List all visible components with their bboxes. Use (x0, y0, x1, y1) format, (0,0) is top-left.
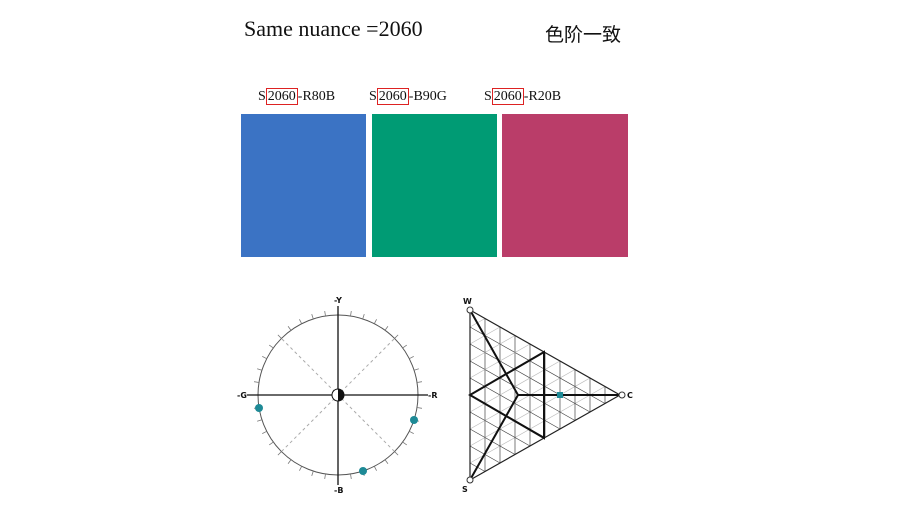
hue-tick (262, 356, 267, 360)
hue-tick (350, 310, 352, 317)
hue-tick (409, 356, 414, 360)
hue-tick (350, 473, 352, 480)
slide-title: Same nuance =2060 (244, 16, 423, 41)
grid-line (469, 360, 576, 421)
color-swatch-green (372, 114, 497, 257)
hue-tick (257, 419, 263, 422)
hue-tick (262, 430, 267, 434)
swatch-code-2: S 2060 -B90G (369, 88, 447, 105)
hue-tick (299, 466, 303, 471)
prefix: S (369, 89, 377, 104)
hue-tick (277, 334, 282, 339)
hue-tick (416, 381, 423, 383)
hue-tick (324, 310, 326, 317)
hue-tick (409, 430, 414, 434)
nuance-marker-2060 (557, 392, 563, 398)
hue: -R80B (297, 89, 336, 104)
hue-tick (394, 451, 399, 456)
hue-tick (277, 451, 282, 456)
grid-line (469, 411, 531, 447)
label-black: S (462, 485, 468, 494)
hue-tick (268, 441, 274, 446)
hue-tick (324, 473, 326, 480)
hue-tick (402, 441, 408, 446)
hue-tick (373, 466, 377, 471)
grid-line (469, 343, 531, 379)
hue-circle: -Y -R -B -G (237, 296, 437, 495)
nuance-triangle: W S C (462, 297, 633, 494)
hue-tick (413, 368, 419, 371)
nuance-highlight: 2060 (491, 88, 524, 105)
hue-tick (402, 344, 408, 349)
hue-tick (362, 314, 365, 320)
axis-label-y: -Y (334, 296, 342, 305)
hue-marker-r80b (359, 467, 367, 475)
axis-label-r: -R (428, 391, 437, 400)
swatch-code-1: S 2060 -R80B (258, 88, 336, 105)
hue-tick (373, 319, 377, 324)
hue: -R20B (523, 89, 562, 104)
hue-tick (257, 368, 263, 371)
color-swatch-pink (502, 114, 628, 257)
prefix: S (258, 89, 266, 104)
hue-tick (287, 459, 292, 465)
color-swatch-blue (241, 114, 366, 257)
grid-line (469, 369, 576, 430)
grid-line (469, 386, 606, 464)
hue-tick (311, 314, 314, 320)
hue-marker-b90g (255, 404, 263, 412)
hue-tick (287, 325, 292, 331)
hue-tick (268, 344, 274, 349)
grid-line (469, 326, 606, 404)
swatch-code-3: S 2060 -R20B (484, 88, 562, 105)
hue: -B90G (408, 89, 447, 104)
hue-tick (394, 334, 399, 339)
hue-tick (384, 459, 389, 465)
prefix: S (484, 89, 492, 104)
hue-marker-r20b (410, 416, 418, 424)
hue-tick (299, 319, 303, 324)
axis-label-b: -B (334, 486, 343, 495)
nuance-highlight: 2060 (265, 88, 298, 105)
nuance-highlight: 2060 (376, 88, 409, 105)
hue-tick (384, 325, 389, 331)
hue-tick (416, 407, 423, 409)
hue-tick (253, 381, 260, 383)
label-chromatic: C (627, 391, 633, 400)
hue-tick (311, 470, 314, 476)
axis-label-g: -G (237, 391, 247, 400)
slide-title-chinese: 色阶一致 (545, 24, 622, 46)
label-white: W (463, 297, 472, 306)
